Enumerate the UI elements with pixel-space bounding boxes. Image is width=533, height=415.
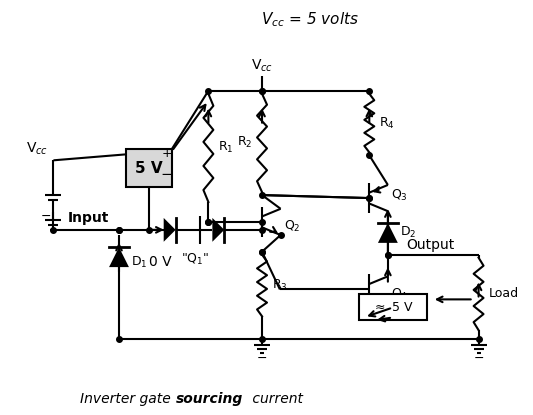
Text: −: − bbox=[160, 167, 173, 182]
Text: 5 V: 5 V bbox=[135, 161, 163, 176]
Polygon shape bbox=[212, 218, 224, 242]
Text: R$_3$: R$_3$ bbox=[272, 278, 288, 293]
Text: current: current bbox=[248, 392, 303, 406]
Text: Q$_4$: Q$_4$ bbox=[391, 287, 408, 302]
Text: Inverter gate: Inverter gate bbox=[80, 392, 175, 406]
Bar bbox=[126, 149, 172, 187]
Text: $-$: $-$ bbox=[473, 351, 484, 364]
Text: Q$_2$: Q$_2$ bbox=[284, 219, 300, 234]
Text: V$_{cc}$ = 5 volts: V$_{cc}$ = 5 volts bbox=[261, 10, 359, 29]
Text: D$_1$: D$_1$ bbox=[131, 254, 148, 270]
Text: "Q$_1$": "Q$_1$" bbox=[181, 252, 209, 267]
Text: Input: Input bbox=[68, 211, 109, 225]
Text: R$_4$: R$_4$ bbox=[379, 115, 395, 131]
Text: 0 V: 0 V bbox=[149, 255, 172, 269]
Text: R$_1$: R$_1$ bbox=[219, 140, 234, 156]
Text: V$_{cc}$: V$_{cc}$ bbox=[27, 140, 49, 156]
Text: +: + bbox=[161, 147, 172, 160]
Text: R$_2$: R$_2$ bbox=[237, 135, 252, 151]
Text: $\approx$ 5 V: $\approx$ 5 V bbox=[372, 301, 414, 314]
Polygon shape bbox=[378, 223, 398, 243]
Text: Output: Output bbox=[406, 238, 454, 252]
Text: V$_{cc}$: V$_{cc}$ bbox=[251, 58, 273, 74]
Text: Load: Load bbox=[489, 288, 519, 300]
Text: sourcing: sourcing bbox=[175, 392, 243, 406]
Text: Q$_3$: Q$_3$ bbox=[391, 188, 408, 203]
Polygon shape bbox=[164, 218, 175, 242]
Bar bbox=[359, 294, 427, 320]
Text: D$_2$: D$_2$ bbox=[400, 225, 416, 240]
Polygon shape bbox=[109, 247, 129, 267]
Text: $-$: $-$ bbox=[40, 208, 51, 222]
Text: $-$: $-$ bbox=[256, 351, 268, 364]
